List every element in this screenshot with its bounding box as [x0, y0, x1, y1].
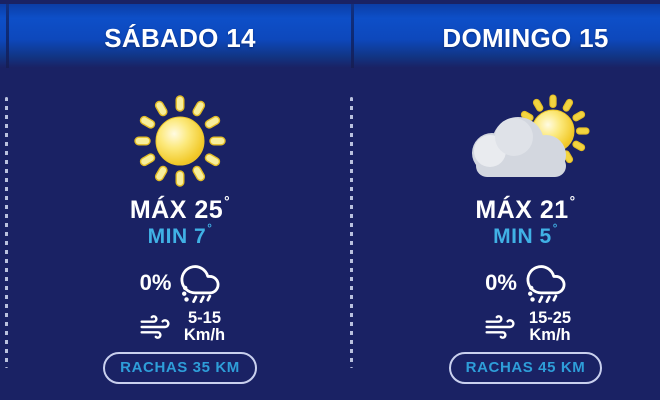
card-dashed-separator: [350, 97, 353, 368]
precipitation-value: 0%: [139, 270, 172, 295]
gusts-badge: RACHAS 45 KM: [448, 352, 603, 384]
header-divider: [351, 4, 354, 68]
precipitation-value: 0%: [485, 270, 517, 295]
wind-row: 5-15 Km/h: [8, 305, 352, 349]
wind-icon: [140, 315, 170, 339]
min-temperature: MIN 5°: [493, 223, 558, 248]
min-temperature: MIN 7°: [147, 223, 213, 248]
sunny-icon: [134, 95, 226, 187]
wind-speed: 15-25 Km/h: [528, 309, 572, 344]
forecast-card-sunday: DOMINGO 15: [354, 0, 660, 400]
forecast-header-band: [0, 4, 660, 68]
precipitation-row: 0%: [354, 260, 660, 306]
cloud-shape: [471, 117, 566, 177]
rain-cloud-icon: [180, 265, 220, 303]
rain-cloud-icon: [526, 265, 566, 303]
day-title: SÁBADO 14: [104, 23, 256, 53]
max-temperature: MÁX 21°: [475, 194, 576, 224]
wind-speed: 5-15 Km/h: [183, 309, 226, 344]
forecast-card-saturday: SÁBADO 14 MÁX 25° MIN 7°: [8, 0, 352, 400]
day-title: DOMINGO 15: [442, 23, 609, 53]
wind-icon: [485, 315, 515, 339]
gusts-badge: RACHAS 35 KM: [103, 352, 257, 384]
header-divider: [6, 4, 9, 68]
card-dashed-separator: [5, 97, 8, 368]
partly-cloudy-icon: [471, 94, 590, 177]
max-temperature: MÁX 25°: [129, 194, 231, 224]
precipitation-row: 0%: [8, 260, 352, 306]
wind-row: 15-25 Km/h: [354, 305, 660, 349]
